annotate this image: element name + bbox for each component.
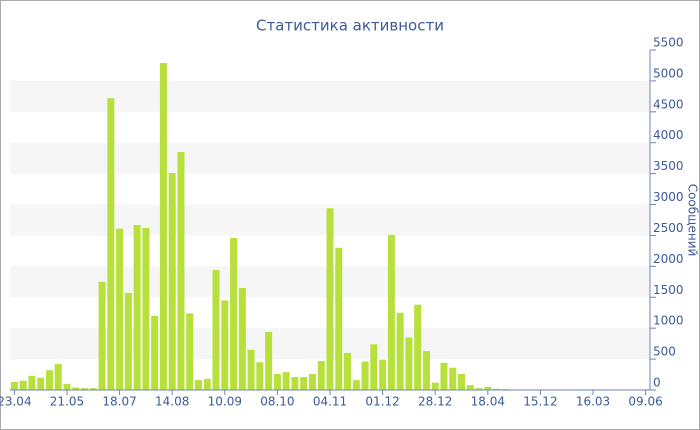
- y-tick-label: 2000: [653, 252, 684, 266]
- bar: [186, 313, 194, 390]
- bar: [431, 382, 439, 390]
- bar: [133, 224, 141, 390]
- x-tick-label: 21.05: [50, 395, 84, 409]
- bar: [54, 364, 62, 390]
- x-tick-label: 18.07: [102, 395, 136, 409]
- bar: [256, 362, 264, 390]
- x-tick-label: 15.12: [523, 395, 557, 409]
- y-tick-label: 4000: [653, 128, 684, 142]
- bar: [98, 281, 106, 390]
- bar: [344, 352, 352, 390]
- bar: [326, 208, 334, 390]
- bar: [238, 288, 246, 390]
- x-tick-label: 16.03: [576, 395, 610, 409]
- y-tick-label: 3000: [653, 190, 684, 204]
- bar: [300, 377, 308, 390]
- bar: [89, 388, 97, 390]
- bar: [493, 388, 501, 390]
- bar: [19, 380, 27, 390]
- bar: [379, 359, 387, 390]
- bar: [159, 62, 167, 391]
- y-tick-label: 3500: [653, 159, 684, 173]
- y-tick-label: 2500: [653, 221, 684, 235]
- y-axis-title: Сообщений: [686, 184, 700, 257]
- bar: [177, 152, 185, 390]
- bar: [317, 360, 325, 390]
- grid-band: [10, 80, 650, 112]
- bar: [405, 337, 413, 390]
- y-tick-label: 0: [653, 376, 661, 390]
- y-tick-label: 5000: [653, 66, 684, 80]
- x-tick-label: 23.04: [0, 395, 32, 409]
- bar: [352, 380, 360, 390]
- bar: [282, 372, 290, 390]
- bar: [221, 300, 229, 390]
- bar: [116, 228, 124, 390]
- bar: [168, 173, 176, 390]
- bar: [28, 375, 36, 390]
- y-tick-label: 500: [653, 345, 676, 359]
- bar: [63, 383, 71, 390]
- chart-title: Статистика активности: [256, 17, 444, 35]
- bar: [142, 228, 150, 390]
- bar: [449, 367, 457, 390]
- bar: [81, 388, 89, 390]
- x-tick-label: 01.12: [365, 395, 399, 409]
- x-tick-label: 09.06: [628, 395, 662, 409]
- grid-band: [10, 142, 650, 174]
- y-tick-label: 1000: [653, 314, 684, 328]
- bar: [151, 315, 159, 390]
- bar: [247, 349, 255, 390]
- bar: [475, 388, 483, 390]
- bar: [308, 373, 316, 390]
- bar: [203, 378, 211, 390]
- bar: [335, 247, 343, 390]
- bar: [370, 344, 378, 390]
- x-tick-label: 18.04: [471, 395, 505, 409]
- x-tick-label: 14.08: [155, 395, 189, 409]
- bar: [396, 312, 404, 390]
- bar: [10, 381, 18, 390]
- y-tick-label: 5500: [653, 36, 684, 50]
- bar: [212, 270, 220, 390]
- y-tick-label: 4500: [653, 97, 684, 111]
- bar: [458, 373, 466, 390]
- bar: [45, 370, 53, 390]
- bar: [291, 377, 299, 390]
- bar: [124, 292, 132, 390]
- bar: [107, 98, 115, 390]
- bar: [361, 361, 369, 390]
- bar: [440, 362, 448, 390]
- bar: [230, 237, 238, 390]
- bar: [194, 380, 202, 390]
- bar: [265, 331, 273, 390]
- bar: [37, 377, 45, 390]
- bar: [414, 304, 422, 390]
- x-tick-label: 28.12: [418, 395, 452, 409]
- x-tick-label: 04.11: [313, 395, 347, 409]
- bar: [273, 373, 281, 390]
- bar: [484, 386, 492, 390]
- bar: [72, 387, 80, 390]
- x-tick-label: 08.10: [260, 395, 294, 409]
- x-tick-label: 10.09: [208, 395, 242, 409]
- bar: [387, 234, 395, 390]
- bar: [466, 385, 474, 390]
- y-tick-label: 1500: [653, 283, 684, 297]
- bar: [422, 351, 430, 390]
